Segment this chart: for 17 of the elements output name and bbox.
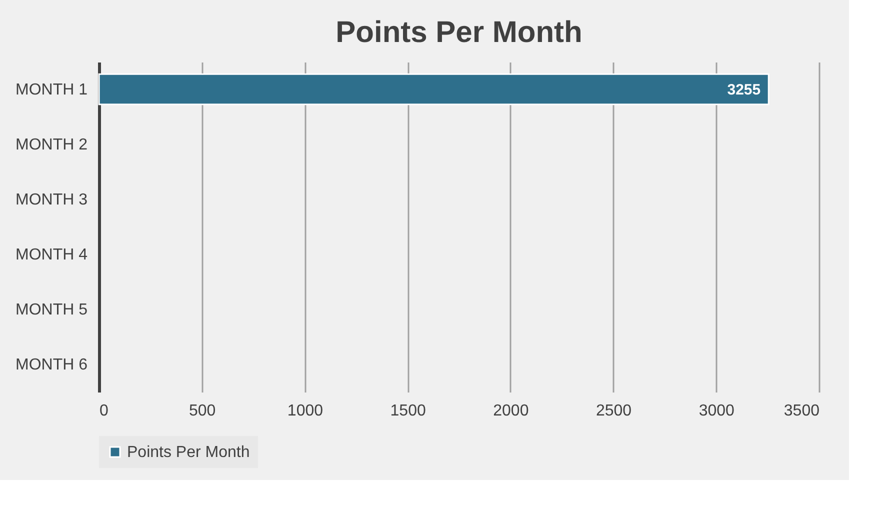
chart-title: Points Per Month xyxy=(336,16,582,49)
x-tick-label: 1500 xyxy=(390,402,426,420)
y-tick-label: MONTH 1 xyxy=(16,81,88,98)
y-tick-label: MONTH 4 xyxy=(16,246,88,264)
x-tick-label: 3500 xyxy=(784,402,820,420)
x-tick-label: 2000 xyxy=(493,402,529,420)
y-tick-label: MONTH 6 xyxy=(16,356,88,374)
y-tick-label: MONTH 5 xyxy=(16,302,88,319)
x-tick-label: 0 xyxy=(100,402,108,420)
legend-label: Points Per Month xyxy=(127,444,250,461)
y-tick-label: MONTH 3 xyxy=(16,191,88,208)
x-tick-label: 1000 xyxy=(287,402,324,420)
data-label: 3255 xyxy=(727,81,761,98)
y-tick-label: MONTH 2 xyxy=(16,136,88,154)
x-tick-label: 500 xyxy=(189,402,216,420)
x-tick-label: 3000 xyxy=(698,402,735,420)
x-tick-label: 2500 xyxy=(596,402,632,420)
